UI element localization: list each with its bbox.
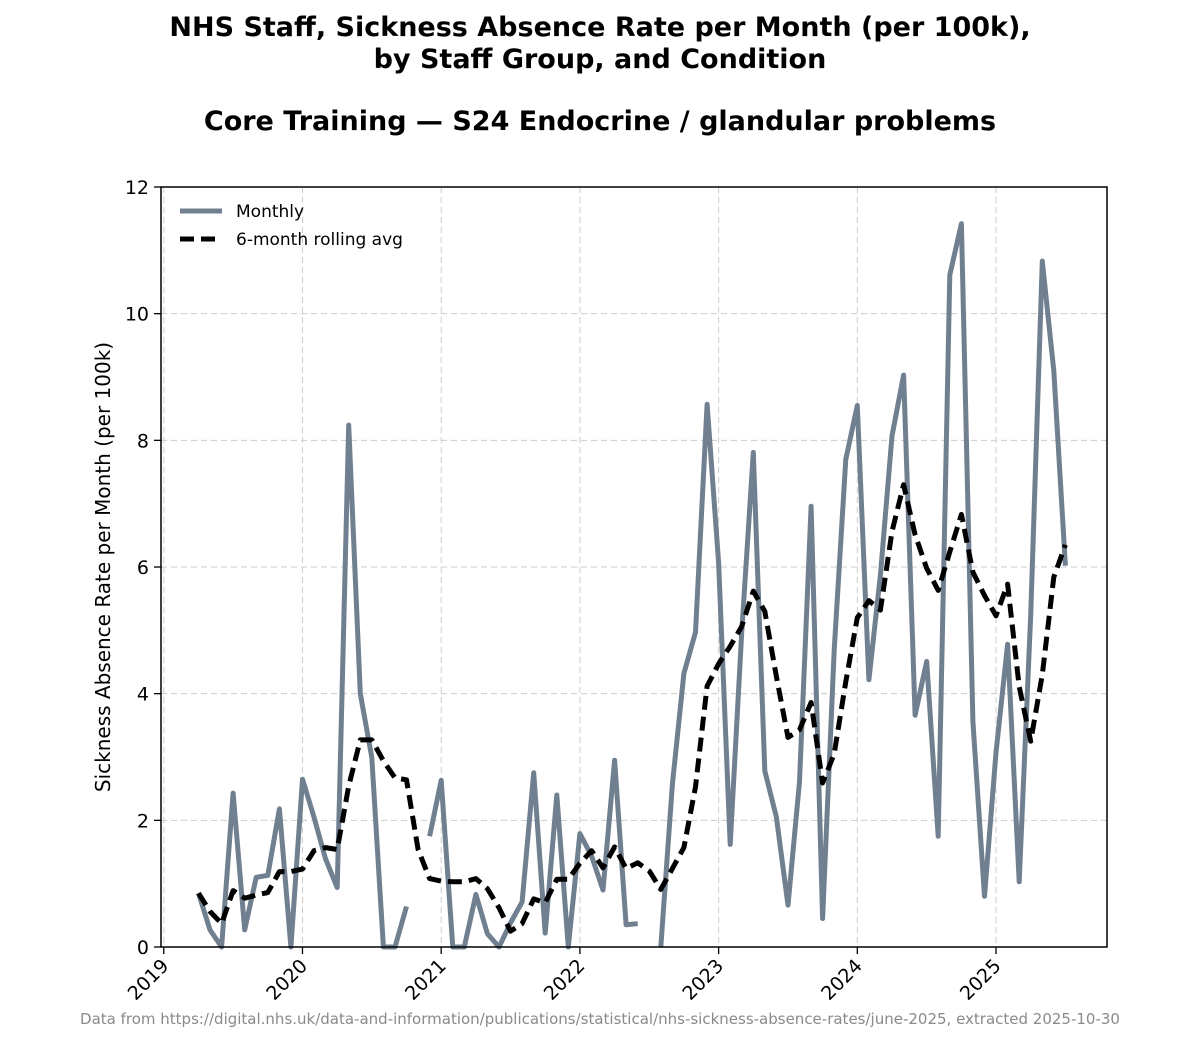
- y-tick-label: 10: [125, 304, 149, 326]
- x-tick-label: 2023: [678, 955, 728, 1005]
- data-source-footer: Data from https://digital.nhs.uk/data-an…: [80, 1010, 1120, 1028]
- x-tick-label: 2020: [262, 955, 312, 1005]
- legend-label-rolling-avg: 6-month rolling avg: [236, 230, 403, 250]
- y-tick-label: 2: [137, 810, 149, 832]
- chart-title-line-2: by Staff Group, and Condition: [373, 44, 827, 75]
- y-axis-label: Sickness Absence Rate per Month (per 100…: [91, 342, 115, 792]
- series-lines: [196, 221, 1068, 950]
- x-tick-label: 2022: [540, 955, 590, 1005]
- legend-label-monthly: Monthly: [236, 202, 304, 222]
- y-tick-label: 6: [137, 557, 149, 579]
- x-tick-label: 2024: [817, 955, 867, 1005]
- y-tick-label: 12: [125, 177, 149, 199]
- x-tick-label: 2021: [401, 955, 451, 1005]
- x-tick-label: 2025: [956, 955, 1006, 1005]
- series-line-rolling-avg: [196, 482, 1068, 934]
- chart-title-line-1: NHS Staff, Sickness Absence Rate per Mon…: [169, 12, 1031, 43]
- y-tick-label: 8: [137, 430, 149, 452]
- x-tick-label: 2019: [124, 955, 174, 1005]
- y-tick-label: 0: [137, 937, 149, 959]
- legend: Monthly 6-month rolling avg: [180, 202, 403, 250]
- chart-subtitle: Core Training — S24 Endocrine / glandula…: [203, 106, 997, 137]
- y-tick-label: 4: [137, 684, 149, 706]
